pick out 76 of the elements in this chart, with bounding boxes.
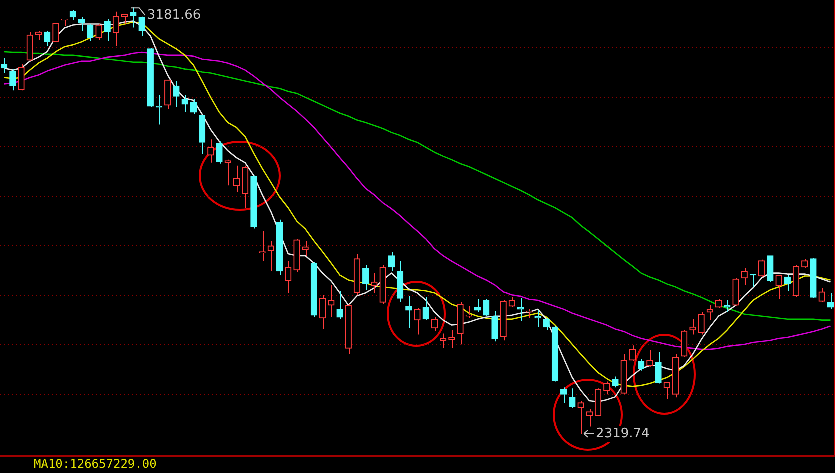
candlestick: [715, 299, 722, 309]
candlestick: [371, 272, 378, 294]
candlestick: [396, 260, 404, 304]
candlestick: [276, 219, 284, 276]
candlestick: [457, 302, 464, 346]
candlestick: [96, 24, 102, 41]
candlestick: [827, 292, 834, 310]
annotation: 2319.74: [596, 426, 650, 442]
candlestick: [104, 18, 111, 42]
candlestick: [328, 284, 335, 318]
candlestick: [776, 274, 782, 300]
candlestick: [319, 294, 326, 330]
candlestick: [182, 95, 188, 113]
candlestick: [586, 408, 593, 428]
candlestick: [732, 278, 740, 307]
annotation: 3181.66: [147, 8, 202, 23]
candlestick: [690, 318, 696, 336]
candlestick: [629, 345, 636, 362]
candlestick: [560, 387, 568, 404]
candlestick: [0, 58, 8, 74]
candlestick: [242, 165, 249, 208]
candlestick: [492, 310, 498, 342]
candlestick: [594, 388, 602, 416]
candlestick: [268, 240, 274, 272]
candlestick: [578, 400, 584, 435]
candlestick: [233, 165, 240, 193]
candlestick: [10, 68, 16, 92]
candlestick: [35, 30, 42, 41]
candlestick: [362, 264, 370, 291]
candlestick: [552, 326, 559, 382]
candlestick: [758, 259, 766, 278]
candlestick: [810, 257, 817, 300]
candlestick: [500, 300, 507, 342]
candlestick: [706, 304, 714, 321]
candlestick: [147, 48, 154, 108]
candlestick: [138, 17, 146, 37]
candlestick: [380, 264, 386, 305]
candlestick: [646, 350, 654, 368]
candlestick: [302, 240, 309, 256]
candlestick: [672, 354, 680, 398]
candlestick: [406, 296, 412, 329]
candlestick: [78, 16, 86, 32]
text: MA10:126657229.00: [0, 455, 835, 473]
candlestick: [517, 298, 524, 322]
candlestick: [26, 32, 34, 62]
candlestick: [483, 299, 490, 317]
candlestick: [164, 80, 172, 110]
candlestick: [474, 299, 482, 313]
candlestick: [802, 258, 808, 269]
candlestick: [604, 381, 610, 396]
candlestick: [112, 11, 120, 47]
candlestick: [767, 256, 774, 283]
candlestick: [620, 354, 628, 396]
candlestick: [792, 264, 800, 298]
candlestick: [345, 304, 352, 355]
candlestick: [681, 330, 688, 358]
candlestick: [87, 24, 94, 42]
candlestick: [259, 230, 266, 262]
candlestick: [388, 252, 396, 272]
candlestick: [208, 139, 214, 164]
candlestick: [724, 300, 731, 313]
candlestick: [285, 260, 292, 294]
candlestick: [18, 64, 25, 92]
candlestick: [612, 376, 619, 388]
candlestick: [354, 253, 361, 296]
candlestick: [130, 7, 137, 28]
candlestick: [664, 382, 670, 400]
candlestick: [310, 262, 318, 318]
candlestick: [508, 297, 516, 308]
candlestick: [655, 352, 662, 384]
candlestick: [422, 297, 430, 321]
candlestick: [156, 95, 163, 126]
candlestick: [414, 308, 421, 336]
candlestick: [216, 141, 223, 164]
candlestick: [698, 312, 705, 336]
candlestick: [294, 238, 300, 273]
